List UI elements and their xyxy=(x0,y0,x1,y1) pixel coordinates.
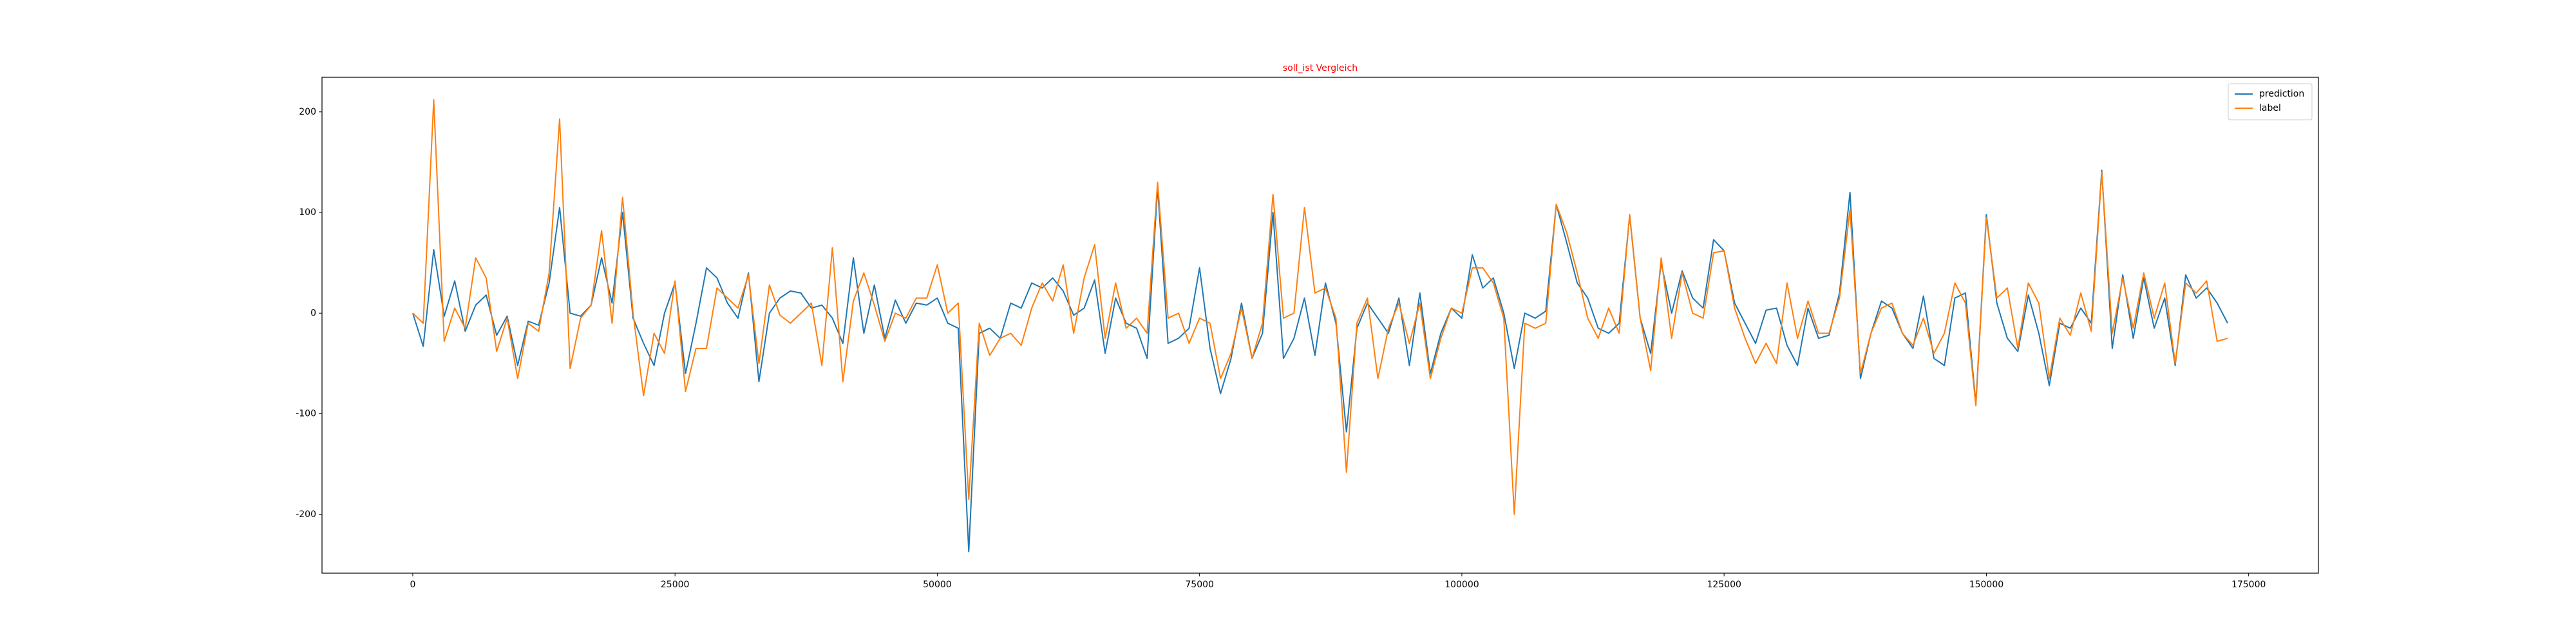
x-tick-label: 50000 xyxy=(923,580,952,590)
x-tick-label: 75000 xyxy=(1185,580,1214,590)
y-tick-label: -100 xyxy=(296,409,316,419)
series-line xyxy=(412,99,2228,515)
legend-label: prediction xyxy=(2259,89,2304,99)
x-tick-label: 150000 xyxy=(1969,580,2003,590)
x-tick-label: 25000 xyxy=(661,580,690,590)
x-tick-label: 175000 xyxy=(2231,580,2266,590)
x-tick-label: 100000 xyxy=(1444,580,1479,590)
x-tick-label: 125000 xyxy=(1707,580,1741,590)
legend-box xyxy=(2228,83,2313,120)
plot-frame xyxy=(321,77,2319,574)
y-tick-label: 0 xyxy=(310,308,316,318)
x-tick-label: 0 xyxy=(410,580,415,590)
legend-label: label xyxy=(2259,103,2281,113)
series-line xyxy=(412,169,2228,553)
y-tick-label: 100 xyxy=(299,207,316,218)
chart-title: soll_ist Vergleich xyxy=(1283,63,1358,73)
y-tick-label: -200 xyxy=(296,509,316,520)
y-tick-label: 200 xyxy=(299,107,316,117)
